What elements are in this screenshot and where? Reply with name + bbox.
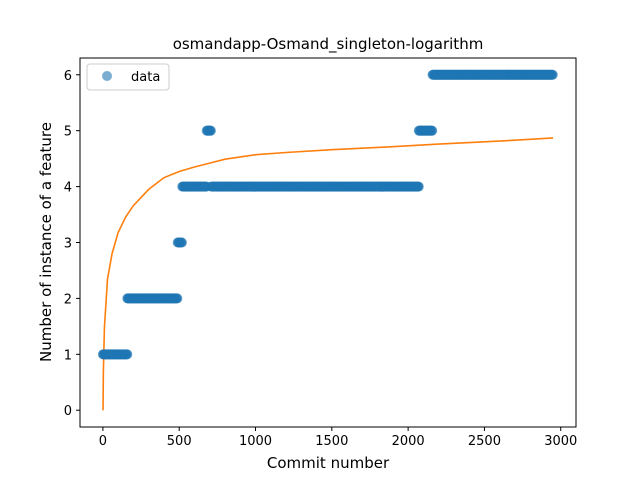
data-point: [122, 349, 133, 360]
legend-box: [86, 63, 170, 91]
data-point: [427, 125, 438, 136]
x-tick-label: 1000: [239, 434, 272, 449]
y-tick-label: 4: [64, 181, 72, 196]
data-point: [413, 181, 424, 192]
x-tick-label: 1500: [315, 434, 348, 449]
y-tick-label: 2: [64, 292, 72, 307]
y-tick-label: 6: [64, 69, 72, 84]
x-tick-label: 2500: [468, 434, 501, 449]
legend-label-data: data: [131, 70, 160, 85]
chart-title: osmandapp-Osmand_singleton-logarithm: [173, 35, 484, 54]
x-tick-label: 0: [99, 434, 107, 449]
x-tick-label: 500: [167, 434, 192, 449]
x-tick-label: 3000: [544, 434, 577, 449]
data-point: [205, 125, 216, 136]
fit-line: [102, 137, 554, 411]
y-tick-label: 1: [64, 348, 72, 363]
data-point: [547, 69, 558, 80]
y-axis-title: Number of instance of a feature: [37, 122, 55, 362]
legend: data: [86, 63, 170, 91]
y-tick-label: 5: [64, 125, 72, 140]
data-point: [176, 237, 187, 248]
data-point: [172, 293, 183, 304]
y-tick-label: 0: [64, 404, 72, 419]
legend-marker-data: [102, 71, 112, 81]
x-axis-title: Commit number: [267, 454, 390, 472]
y-tick-label: 3: [64, 237, 72, 252]
x-tick-label: 2000: [392, 434, 425, 449]
